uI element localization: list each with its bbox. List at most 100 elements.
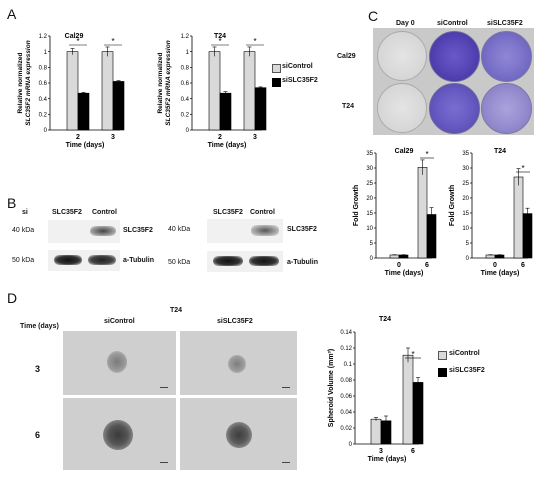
y-axis-title-line1: Relative normalized xyxy=(157,52,164,113)
chart-title: Cal29 xyxy=(395,148,414,155)
y-tick-label: 1.2 xyxy=(181,34,190,40)
significance-star: * xyxy=(411,350,414,359)
plate-cal29-day0 xyxy=(377,31,427,81)
y-tick-label: 35 xyxy=(366,151,373,157)
chart-a-cal29: Cal29 0 0.2 0.4 0.6 0.8 1 1.2 Relative normalize… xyxy=(17,33,125,149)
y-tick-label: 0.6 xyxy=(39,81,48,87)
blot-left-kda-2: 50 kDa xyxy=(12,257,35,264)
y-tick-label: 0.2 xyxy=(39,113,48,119)
y-tick-label: 20 xyxy=(366,196,373,202)
y-tick-label: 35 xyxy=(462,151,469,157)
blot-left-protein-1: SLC35F2 xyxy=(123,227,153,234)
panel-letter-a: A xyxy=(7,6,17,22)
x-axis-title: Time (days) xyxy=(385,270,424,277)
band xyxy=(88,255,116,265)
spheroid-sicontrol-day6 xyxy=(63,398,176,470)
y-tick-label: 1 xyxy=(186,50,190,56)
colony-row-cal29: Cal29 xyxy=(337,53,356,60)
y-tick-label: 0 xyxy=(44,128,48,134)
x-tick-label: 3 xyxy=(379,448,383,455)
y-axis-title: Spheroid Volume (mm³) xyxy=(328,349,335,427)
blot-left-slc35f2 xyxy=(48,220,120,243)
blot-right-protein-2: a-Tubulin xyxy=(287,259,318,266)
legend-d-swatch-sislc35f2 xyxy=(438,368,447,377)
bar-sislc35f2-3 xyxy=(254,87,267,131)
spheroid-sislc35f2-day6 xyxy=(180,398,297,470)
bar-sislc35f2-6 xyxy=(412,382,424,445)
y-tick-label: 15 xyxy=(462,211,469,217)
significance-star: * xyxy=(253,37,256,46)
y-tick-label: 0 xyxy=(466,256,470,262)
colony-col-day0: Day 0 xyxy=(396,20,415,27)
chart-title: Cal29 xyxy=(65,33,84,40)
y-tick-label: 15 xyxy=(366,211,373,217)
y-tick-label: 0.1 xyxy=(344,362,353,368)
spheroid-title: T24 xyxy=(170,307,183,314)
bar-sicontrol-6 xyxy=(402,354,414,445)
y-tick-label: 25 xyxy=(462,181,469,187)
bar-sicontrol-3 xyxy=(243,51,256,131)
y-tick-label: 0.4 xyxy=(181,97,190,103)
spheroid-col-sislc35f2: siSLC35F2 xyxy=(217,318,253,325)
y-tick-label: 0 xyxy=(370,256,374,262)
x-tick-label: 2 xyxy=(76,134,80,141)
x-tick-label: 3 xyxy=(111,134,115,141)
y-tick-label: 0.4 xyxy=(39,97,48,103)
bar-sicontrol-3 xyxy=(101,51,114,131)
band xyxy=(90,226,116,236)
y-tick-label: 5 xyxy=(370,241,374,247)
significance-star: * xyxy=(218,37,221,46)
y-axis-title-line2: SLC35F2 mRNA expression xyxy=(165,40,172,125)
bar-sicontrol-6 xyxy=(417,167,428,259)
blot-left-lane-1: SLC35F2 xyxy=(52,209,82,216)
colony-row-t24: T24 xyxy=(342,103,355,110)
x-tick-label: 3 xyxy=(253,134,257,141)
plate-t24-sicontrol xyxy=(429,83,480,134)
plate-t24-sislc35f2 xyxy=(481,83,532,134)
chart-title: T24 xyxy=(379,316,391,323)
bar-sislc35f2-0 xyxy=(398,254,409,259)
blot-right-lane-2: Control xyxy=(250,209,275,216)
legend-label-sislc35f2: siSLC35F2 xyxy=(282,77,318,84)
significance-star: * xyxy=(76,37,79,46)
legend-label-sicontrol: siControl xyxy=(282,63,313,70)
y-tick-label: 10 xyxy=(366,226,373,232)
y-axis-title-line2: SLC35F2 mRNA expression xyxy=(25,40,32,125)
y-tick-label: 20 xyxy=(462,196,469,202)
spheroid xyxy=(226,422,252,448)
scale-bar xyxy=(160,462,168,463)
blot-right-kda-1: 40 kDa xyxy=(168,226,191,233)
colony-col-sislc35f2: siSLC35F2 xyxy=(487,20,523,27)
y-tick-label: 0.12 xyxy=(340,346,352,352)
blot-si-label: si xyxy=(22,209,28,216)
bar-sicontrol-6 xyxy=(513,176,524,259)
spheroid-time-label: Time (days) xyxy=(20,323,59,330)
plate-cal29-sicontrol xyxy=(429,31,480,82)
y-tick-label: 0.8 xyxy=(181,66,190,72)
spheroid xyxy=(107,351,127,373)
x-tick-label: 2 xyxy=(218,134,222,141)
significance-star: * xyxy=(111,37,114,46)
legend-d-label-sislc35f2: siSLC35F2 xyxy=(449,367,485,374)
legend-swatch-sicontrol xyxy=(272,64,281,73)
x-axis-title: Time (days) xyxy=(66,142,105,149)
y-tick-label: 0 xyxy=(349,442,353,448)
blot-left-lane-2: Control xyxy=(92,209,117,216)
scale-bar xyxy=(282,387,290,388)
y-tick-label: 30 xyxy=(462,166,469,172)
bar-sicontrol-0 xyxy=(485,254,496,259)
blot-left-kda-1: 40 kDa xyxy=(12,227,35,234)
blot-left-tubulin xyxy=(48,250,120,271)
blot-right-lane-1: SLC35F2 xyxy=(213,209,243,216)
spheroid-col-sicontrol: siControl xyxy=(104,318,135,325)
panel-letter-b: B xyxy=(7,195,17,211)
x-tick-label: 6 xyxy=(411,448,415,455)
y-tick-label: 25 xyxy=(366,181,373,187)
bar-sicontrol-2 xyxy=(208,51,221,131)
chart-d-spheroid-volume: T24 0 0.02 0.04 0.06 0.08 0.1 0.12 0.14 Spheroid … xyxy=(328,316,424,463)
y-tick-label: 1 xyxy=(44,50,48,56)
x-axis-title: Time (days) xyxy=(208,142,247,149)
chart-c-t24: T24 0 5 10 15 20 25 30 35 Fold Growth 0 6 * Time (day… xyxy=(449,148,533,277)
chart-title: T24 xyxy=(494,148,506,155)
bar-sicontrol-2 xyxy=(66,51,79,131)
